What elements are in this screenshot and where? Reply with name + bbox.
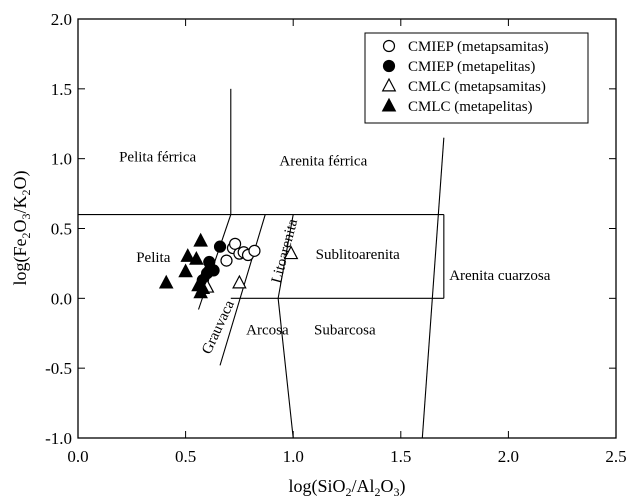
legend: CMIEP (metapsamitas) CMIEP (metapelitas) C… — [364, 32, 589, 124]
filled-triangle-point — [189, 250, 204, 265]
y-tick-label: -1.0 — [45, 429, 72, 448]
y-tick-label: 0.0 — [51, 289, 72, 308]
field-label: Subarcosa — [314, 323, 376, 339]
x-axis-label: log(SiO2/Al2O3) — [288, 476, 405, 497]
filled-triangle-point — [195, 280, 211, 295]
x-tick-label: 0.5 — [175, 447, 196, 466]
field-label: Pelita — [136, 250, 171, 266]
y-tick-label: 2.0 — [51, 10, 72, 29]
field-label: Litoarenita — [269, 217, 302, 285]
field-label: Grauvaca — [199, 298, 238, 357]
open-circle-point — [248, 244, 261, 257]
legend-marker — [382, 59, 396, 73]
field-labels: Pelita férrica Arenita férrica Pelita Litoa… — [119, 149, 551, 356]
y-tick-label: 1.0 — [51, 150, 72, 169]
filled-circle-point — [213, 240, 227, 253]
boundary-line — [219, 214, 266, 366]
legend-box — [364, 32, 589, 124]
open-circle-point — [220, 254, 233, 267]
legend-entry: CMLC (metapelitas) — [408, 99, 533, 115]
open-triangle-point — [283, 245, 299, 260]
y-tick-label: 0.5 — [51, 220, 72, 239]
x-tick-label: 0.0 — [67, 447, 88, 466]
field-label: Arenita cuarzosa — [449, 268, 551, 284]
filled-triangle-point — [158, 274, 174, 289]
data-points — [158, 232, 299, 299]
legend-entry: CMIEP (metapelitas) — [408, 59, 535, 75]
legend-marker — [382, 39, 396, 53]
field-label: Sublitoarenita — [316, 247, 400, 263]
y-tick-label: -0.5 — [45, 359, 72, 378]
x-tick-label: 2.5 — [605, 447, 626, 466]
field-label: Arcosa — [246, 323, 289, 339]
legend-entry: CMLC (metapsamitas) — [408, 79, 546, 95]
axis-ticks: 0.0 0.5 1.0 1.5 2.0 2.5 -1.0 -0.5 0.0 0.5 1.0 1.5 2.… — [45, 10, 627, 466]
legend-entry: CMIEP (metapsamitas) — [408, 39, 549, 55]
classification-boundaries — [78, 88, 445, 438]
filled-triangle-point — [199, 262, 215, 276]
open-triangle-point — [232, 274, 247, 289]
y-axis-label: log(Fe2O3/K2O) — [10, 171, 33, 286]
boundary-line — [277, 298, 294, 438]
x-tick-label: 2.0 — [498, 447, 519, 466]
field-label: Arenita férrica — [279, 154, 367, 170]
y-tick-label: 1.5 — [51, 80, 72, 99]
filled-triangle-point — [180, 248, 196, 262]
filled-triangle-point — [178, 263, 193, 278]
boundary-line — [421, 137, 445, 438]
legend-marker — [381, 97, 397, 112]
legend-marker — [381, 77, 397, 92]
filled-triangle-point — [193, 232, 208, 247]
field-label: Pelita férrica — [119, 149, 196, 165]
x-tick-label: 1.5 — [390, 447, 411, 466]
x-tick-label: 1.0 — [283, 447, 304, 466]
